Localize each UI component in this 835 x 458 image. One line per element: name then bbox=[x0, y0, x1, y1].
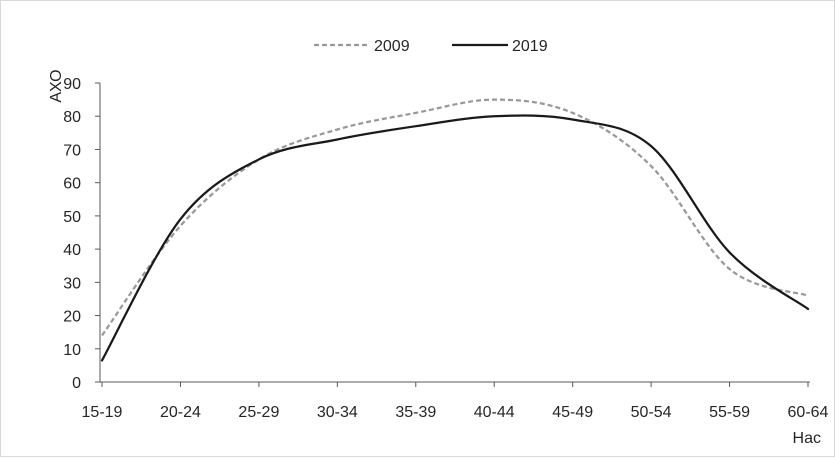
x-tick-label: 60-64 bbox=[788, 404, 829, 421]
x-axis-ticks: 15-19 20-24 25-29 30-34 35-39 40-44 45-49 50-54… bbox=[82, 382, 829, 421]
x-tick-label: 50-54 bbox=[631, 404, 672, 421]
legend-label-2019: 2019 bbox=[512, 38, 548, 55]
legend-label-2009: 2009 bbox=[374, 38, 410, 55]
x-tick-label: 45-49 bbox=[552, 404, 593, 421]
y-tick-label: 0 bbox=[72, 375, 81, 392]
series-layer bbox=[100, 98, 810, 362]
x-axis-title: Нас bbox=[793, 430, 821, 447]
x-tick-label: 35-39 bbox=[395, 404, 436, 421]
y-tick-label: 30 bbox=[63, 275, 81, 292]
y-axis-title: АХО bbox=[48, 69, 65, 102]
legend: 2009 2019 bbox=[314, 38, 548, 55]
y-tick-label: 20 bbox=[63, 309, 81, 326]
x-tick-label: 15-19 bbox=[82, 404, 123, 421]
y-axis-ticks: 0 10 20 30 40 50 60 70 80 90 bbox=[63, 76, 100, 392]
y-tick-label: 50 bbox=[63, 209, 81, 226]
x-tick-label: 30-34 bbox=[317, 404, 358, 421]
x-tick-label: 25-29 bbox=[238, 404, 279, 421]
x-tick-label: 40-44 bbox=[474, 404, 515, 421]
series-line-2019 bbox=[100, 114, 810, 362]
x-tick-label: 20-24 bbox=[160, 404, 201, 421]
series-line-2009 bbox=[101, 98, 809, 337]
y-tick-label: 80 bbox=[63, 109, 81, 126]
x-tick-label: 55-59 bbox=[709, 404, 750, 421]
y-tick-label: 90 bbox=[63, 76, 81, 93]
y-tick-label: 70 bbox=[63, 142, 81, 159]
y-tick-label: 10 bbox=[63, 342, 81, 359]
y-tick-label: 60 bbox=[63, 176, 81, 193]
y-tick-label: 40 bbox=[63, 242, 81, 259]
